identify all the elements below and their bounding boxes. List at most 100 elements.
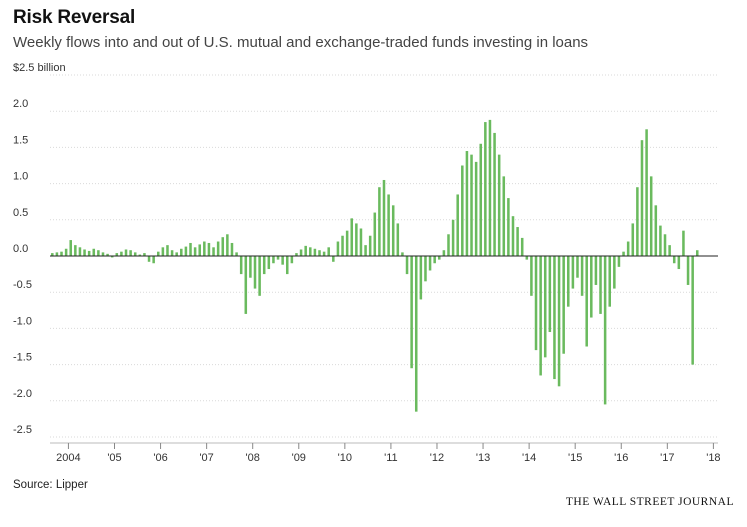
y-tick-label: -1.5 bbox=[13, 352, 32, 364]
flow-bar bbox=[216, 241, 220, 256]
flow-bar bbox=[124, 249, 128, 256]
flow-bar bbox=[64, 248, 68, 256]
x-tick-label: '18 bbox=[706, 452, 720, 464]
flow-bar bbox=[345, 230, 349, 256]
flow-bar bbox=[281, 256, 284, 265]
flow-bar bbox=[447, 234, 450, 256]
flow-bar bbox=[110, 256, 114, 258]
flow-bar bbox=[414, 256, 418, 412]
flow-bar bbox=[161, 247, 165, 256]
flow-bar bbox=[276, 256, 280, 260]
flow-bar bbox=[608, 256, 611, 307]
flow-bar bbox=[285, 256, 289, 275]
flow-bar bbox=[207, 242, 211, 256]
flow-bar bbox=[580, 256, 584, 296]
flow-bar bbox=[249, 256, 252, 278]
flow-bar bbox=[525, 256, 529, 260]
flow-bar bbox=[373, 212, 377, 256]
x-tick-label: '08 bbox=[246, 452, 260, 464]
flow-bar bbox=[235, 252, 238, 256]
flow-bar bbox=[576, 256, 579, 278]
flow-bar bbox=[272, 256, 275, 264]
y-tick-label: 2.0 bbox=[13, 98, 28, 110]
flow-bar bbox=[622, 251, 625, 256]
flow-bar bbox=[465, 151, 469, 256]
flow-bar bbox=[138, 254, 142, 256]
flow-bar bbox=[143, 253, 146, 256]
x-tick-label: '09 bbox=[292, 452, 306, 464]
flow-bar bbox=[74, 245, 77, 256]
flow-bar bbox=[663, 234, 667, 256]
flow-bar bbox=[295, 253, 298, 256]
x-tick-label: '05 bbox=[107, 452, 121, 464]
x-tick-label: '06 bbox=[153, 452, 167, 464]
flow-bar bbox=[677, 256, 681, 270]
flow-bar bbox=[170, 250, 174, 256]
flow-bar bbox=[226, 234, 229, 256]
flow-bar bbox=[106, 253, 109, 256]
flow-bar bbox=[378, 187, 381, 256]
y-tick-label: -2.5 bbox=[13, 424, 32, 436]
flow-bar bbox=[184, 246, 188, 256]
flow-bar bbox=[244, 256, 248, 314]
flow-bar bbox=[230, 242, 234, 256]
x-tick-label: '12 bbox=[430, 452, 444, 464]
flow-bar bbox=[590, 256, 593, 318]
flow-bar bbox=[313, 248, 317, 256]
flow-bar bbox=[83, 249, 86, 256]
flow-bar bbox=[640, 140, 644, 256]
flow-bar bbox=[696, 250, 699, 256]
flow-bar bbox=[520, 237, 524, 256]
flow-bar bbox=[626, 241, 630, 256]
flow-bar bbox=[668, 245, 671, 256]
flow-bar bbox=[530, 256, 533, 296]
flow-bar bbox=[355, 223, 358, 256]
flow-bar bbox=[175, 252, 178, 256]
flow-bar bbox=[686, 256, 690, 285]
flow-bar bbox=[516, 227, 519, 256]
y-tick-label: 0.0 bbox=[13, 243, 28, 255]
flow-bar bbox=[562, 256, 565, 354]
flow-bar bbox=[401, 252, 404, 256]
flow-bar bbox=[382, 179, 386, 256]
flow-bar bbox=[442, 250, 446, 256]
x-tick-label: '14 bbox=[522, 452, 536, 464]
flow-bar bbox=[391, 205, 395, 256]
flow-bar bbox=[636, 187, 639, 256]
flow-bar bbox=[359, 228, 363, 256]
flow-bar bbox=[267, 256, 271, 270]
flow-bar bbox=[318, 250, 321, 256]
flow-bar bbox=[51, 253, 54, 256]
flow-bar bbox=[239, 256, 243, 275]
flow-bar bbox=[405, 256, 409, 275]
flow-bar bbox=[133, 252, 137, 256]
x-tick-label: '17 bbox=[660, 452, 674, 464]
flow-bar bbox=[97, 250, 100, 256]
flow-bar bbox=[203, 241, 206, 256]
flow-bar bbox=[451, 219, 455, 256]
flow-bar bbox=[534, 256, 538, 351]
axes: $2.5 billion 2.0 1.5 1.0 0.5 0.0 -0.5 -1.0 -1.5 -… bbox=[13, 62, 721, 464]
flow-bar bbox=[387, 194, 390, 256]
flow-bar bbox=[332, 256, 335, 262]
flow-bar bbox=[350, 218, 354, 256]
y-tick-label: -2.0 bbox=[13, 388, 32, 400]
flow-bar bbox=[502, 176, 506, 256]
flow-bar bbox=[488, 119, 492, 256]
y-tick-label: 1.5 bbox=[13, 134, 28, 146]
x-tick-label: '10 bbox=[338, 452, 352, 464]
flow-bar bbox=[147, 256, 151, 262]
flow-bar bbox=[368, 235, 372, 256]
flow-bar bbox=[120, 251, 123, 256]
flow-bar bbox=[221, 237, 225, 256]
flow-bar bbox=[428, 256, 432, 271]
flow-bar bbox=[166, 245, 169, 256]
flow-bar bbox=[474, 161, 478, 256]
flow-bar bbox=[557, 256, 561, 387]
flow-bar bbox=[659, 225, 662, 256]
flow-bar bbox=[299, 249, 303, 256]
x-tick-label: '11 bbox=[384, 452, 398, 464]
x-tick-label: '13 bbox=[476, 452, 490, 464]
flow-bar bbox=[461, 165, 464, 256]
